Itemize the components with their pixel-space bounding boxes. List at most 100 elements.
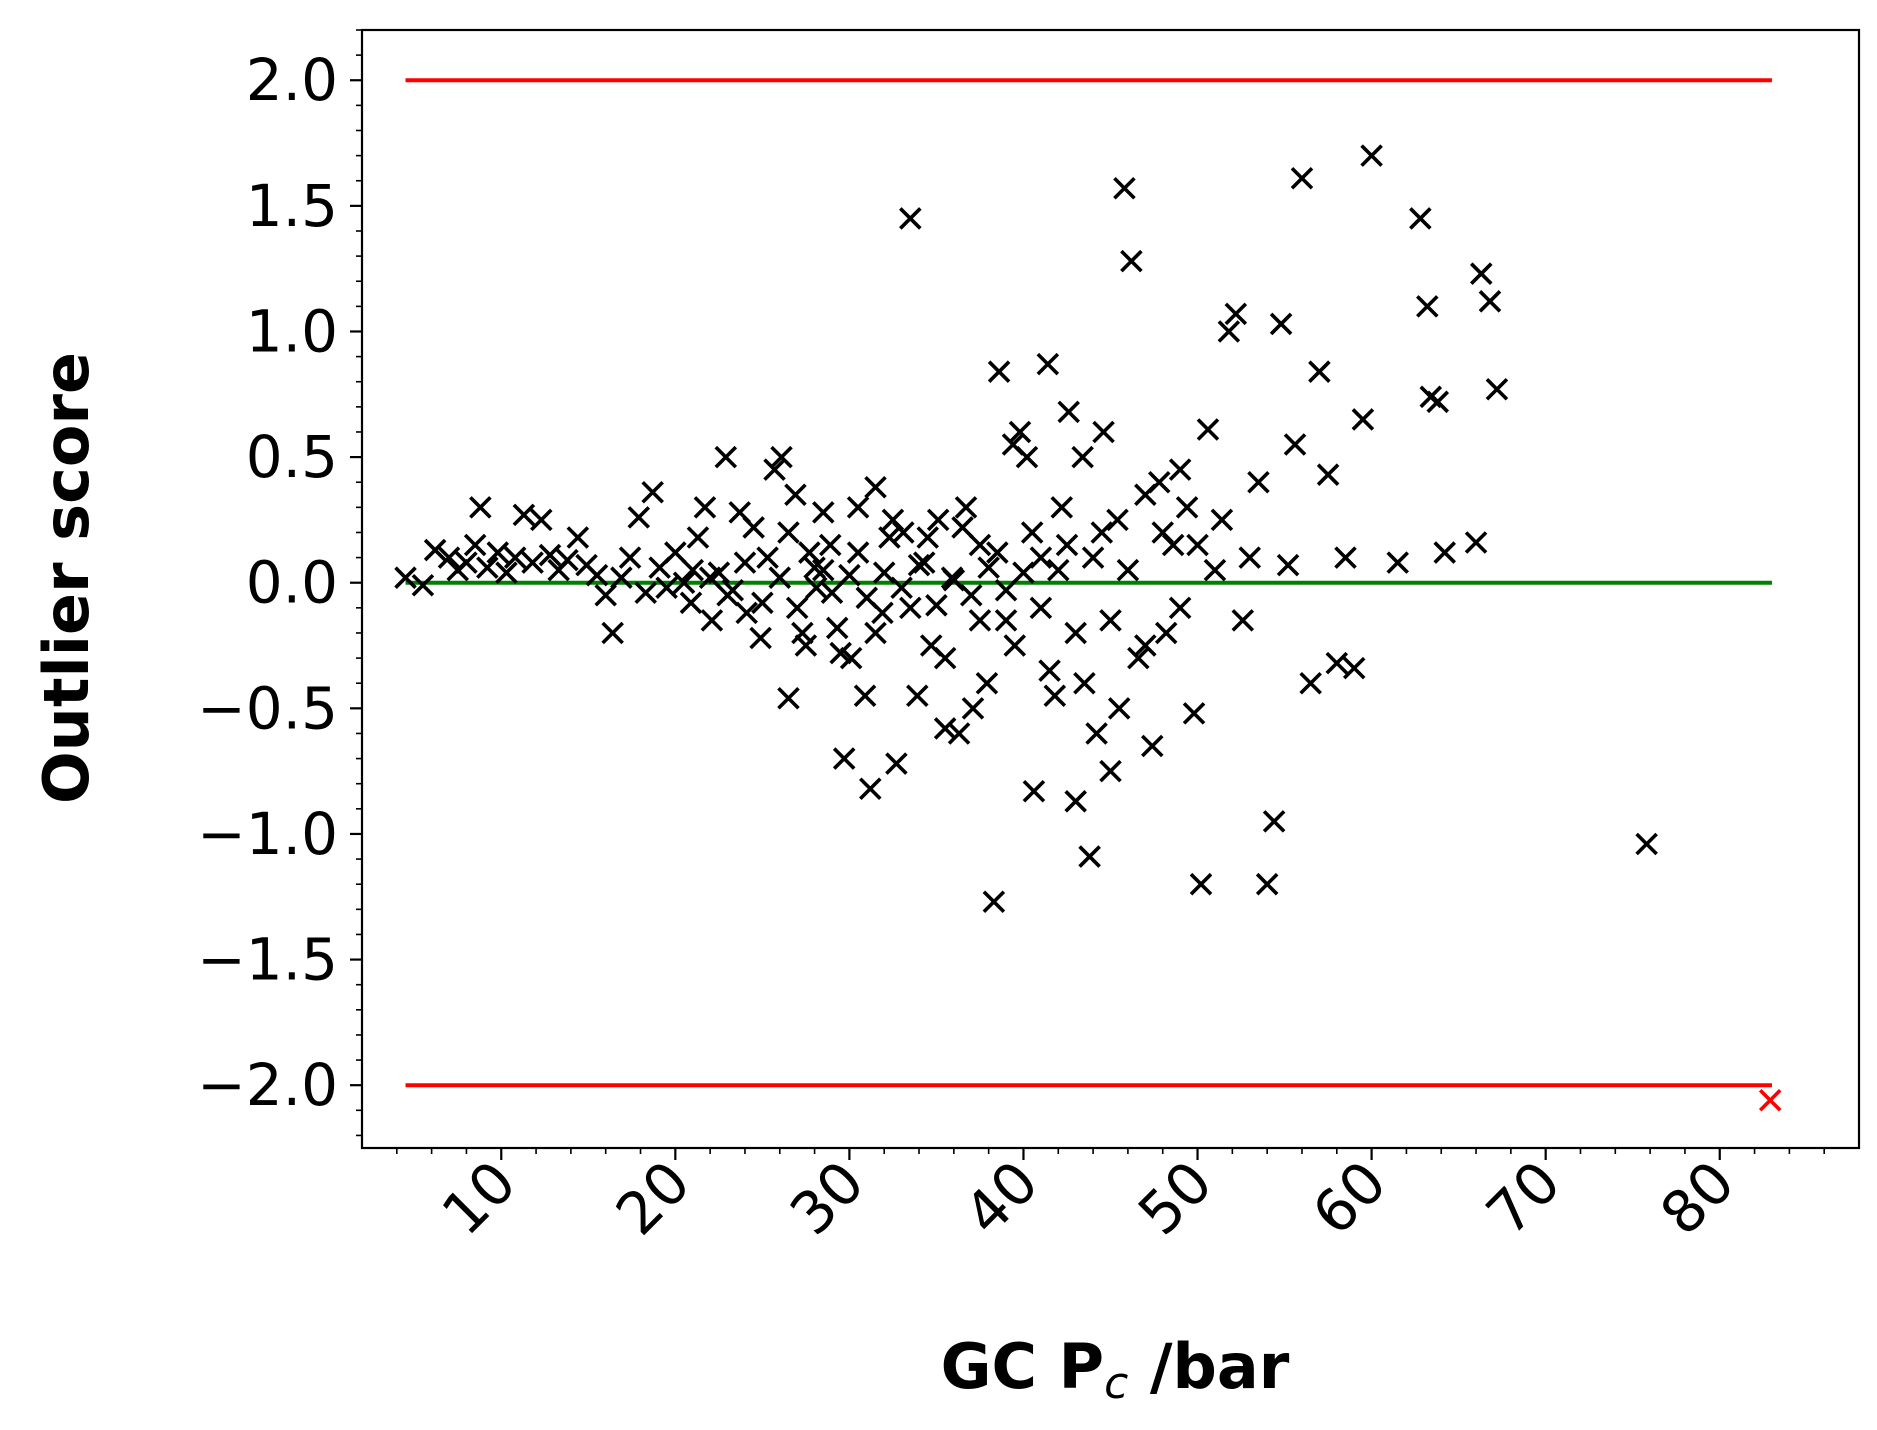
data-point-0-11 — [503, 546, 527, 569]
data-point-0-137 — [1478, 290, 1502, 313]
data-point-0-139 — [1635, 832, 1658, 856]
data-point-0-113 — [1238, 546, 1262, 569]
data-point-0-158 — [994, 578, 1018, 602]
data-point-0-162 — [1064, 621, 1087, 645]
data-point-0-94 — [1106, 508, 1129, 532]
data-point-0-120 — [1290, 166, 1314, 190]
data-point-0-54 — [832, 747, 856, 770]
data-point-0-99 — [1141, 734, 1164, 758]
data-point-0-153 — [907, 553, 931, 577]
data-point-0-64 — [899, 207, 922, 230]
data-point-0-35 — [700, 609, 724, 632]
data-point-0-92 — [1092, 420, 1115, 444]
data-point-0-177 — [899, 596, 922, 620]
data-point-0-43 — [756, 546, 779, 569]
data-point-0-103 — [1168, 458, 1192, 481]
data-point-0-142 — [716, 584, 739, 607]
data-point-0-125 — [1334, 546, 1357, 569]
data-point-0-163 — [1081, 546, 1105, 569]
data-point-0-157 — [977, 556, 1000, 579]
data-point-0-131 — [1416, 295, 1439, 318]
data-point-0-68 — [926, 508, 950, 532]
data-point-0-8 — [476, 556, 499, 579]
y-tick-label-3: 0.5 — [246, 423, 338, 491]
data-point-0-87 — [1057, 400, 1080, 424]
data-point-0-181 — [968, 609, 992, 632]
data-point-0-49 — [798, 541, 821, 564]
data-point-0-112 — [1231, 609, 1255, 632]
data-point-0-65 — [906, 684, 929, 708]
data-point-0-84 — [1036, 352, 1060, 376]
data-point-0-66 — [912, 551, 936, 574]
data-point-0-30 — [664, 541, 687, 564]
data-point-0-179 — [933, 646, 957, 670]
data-point-0-82 — [1022, 779, 1046, 803]
data-point-0-118 — [1276, 553, 1300, 577]
data-point-0-176 — [881, 508, 905, 532]
data-point-0-23 — [610, 566, 633, 589]
y-tick-label-7: −1.5 — [197, 926, 338, 994]
data-point-0-56 — [846, 496, 870, 519]
data-point-0-5 — [455, 551, 478, 574]
data-point-0-17 — [556, 548, 579, 572]
data-point-0-73 — [961, 697, 985, 720]
data-point-0-34 — [693, 496, 717, 519]
data-point-0-124 — [1325, 651, 1349, 675]
data-point-0-172 — [812, 501, 835, 524]
x-axis-label-main: GC P — [941, 1330, 1104, 1403]
data-point-0-178 — [916, 526, 939, 549]
data-point-0-141 — [698, 566, 722, 589]
data-point-0-171 — [794, 634, 818, 657]
data-point-0-188 — [1090, 521, 1114, 544]
data-point-0-95 — [1113, 177, 1136, 200]
data-point-0-72 — [954, 496, 978, 519]
data-point-0-161 — [1047, 558, 1070, 582]
data-point-0-13 — [521, 551, 544, 574]
data-point-0-126 — [1342, 656, 1366, 680]
data-point-0-24 — [618, 546, 642, 569]
y-tick-label-1: 1.5 — [246, 172, 338, 240]
data-point-0-3 — [437, 546, 461, 569]
data-point-0-130 — [1409, 207, 1432, 230]
data-point-0-14 — [530, 508, 553, 532]
data-point-0-111 — [1224, 302, 1248, 326]
data-point-0-45 — [770, 445, 793, 469]
y-axis: 2.0 1.5 1.0 0.5 0.0 −0.5 −1.0 −1.5 −2.0 — [197, 29, 362, 1137]
data-point-0-165 — [1116, 558, 1140, 582]
data-point-0-26 — [634, 581, 658, 605]
data-point-0-129 — [1386, 551, 1409, 574]
data-point-0-134 — [1433, 541, 1456, 564]
data-point-0-114 — [1247, 470, 1270, 494]
data-point-0-186 — [1055, 533, 1079, 557]
y-tick-label-5: −0.5 — [197, 674, 338, 742]
y-tick-label-8: −2.0 — [197, 1051, 338, 1119]
data-point-0-175 — [864, 621, 887, 645]
data-point-0-107 — [1196, 418, 1220, 441]
x-axis-label-unit: /bar — [1128, 1330, 1289, 1403]
data-point-0-22 — [601, 621, 624, 645]
data-point-0-150 — [855, 586, 879, 610]
data-point-0-74 — [968, 533, 992, 557]
y-tick-label-0: 2.0 — [246, 46, 338, 114]
data-point-0-77 — [987, 360, 1011, 383]
data-point-0-145 — [768, 566, 792, 589]
data-point-0-78 — [994, 609, 1018, 632]
data-point-0-127 — [1351, 408, 1375, 431]
data-point-0-149 — [838, 563, 861, 587]
data-point-0-154 — [925, 594, 948, 617]
data-point-0-144 — [751, 591, 774, 615]
data-point-0-138 — [1485, 377, 1509, 401]
data-point-0-104 — [1175, 496, 1199, 519]
data-point-0-31 — [672, 571, 696, 594]
data-point-0-42 — [749, 626, 772, 650]
data-point-0-117 — [1269, 312, 1293, 336]
data-point-0-119 — [1283, 433, 1307, 456]
data-point-0-59 — [864, 475, 887, 499]
y-tick-label-6: −1.0 — [197, 800, 338, 868]
data-point-0-18 — [566, 526, 590, 549]
data-point-0-37 — [714, 445, 738, 469]
data-point-0-29 — [655, 576, 678, 600]
data-point-0-159 — [1012, 561, 1035, 584]
